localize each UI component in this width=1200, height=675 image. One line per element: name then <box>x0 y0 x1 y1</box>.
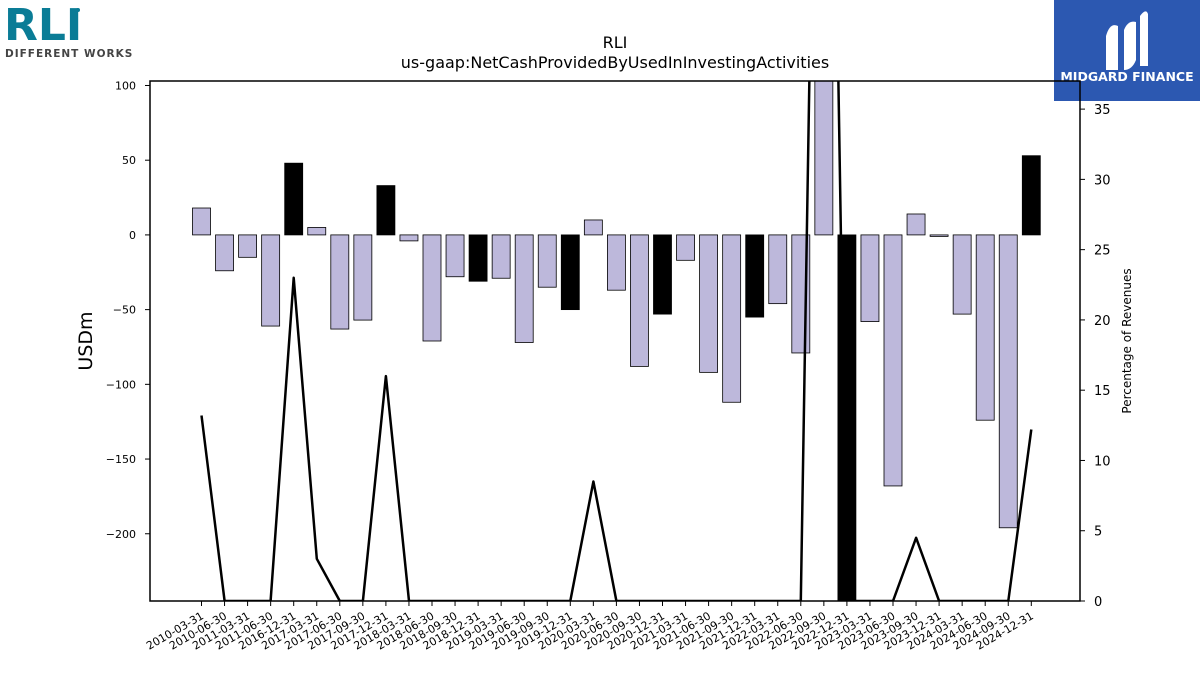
midgard-logo-graphic: MIDGARD FINANCE <box>1054 0 1200 101</box>
y2-tick-label: 25 <box>1094 244 1111 259</box>
y2-tick-label: 30 <box>1094 173 1111 188</box>
bar-2021-12-31 <box>745 234 765 318</box>
bar-2024-09-30 <box>998 234 1018 529</box>
bar-2010-03-31 <box>192 207 211 236</box>
bar-series <box>192 81 1041 601</box>
chart-title: RLI <box>603 33 628 52</box>
bar-2023-06-30 <box>883 234 903 487</box>
midgard-emblem-icon <box>1106 11 1148 70</box>
y-axis-label: USDm <box>75 311 97 370</box>
bar-2018-09-30 <box>445 234 465 278</box>
y-tick-label: −150 <box>106 453 136 466</box>
bar-2024-03-31 <box>952 234 972 315</box>
bar-2018-03-31 <box>399 234 419 242</box>
y-tick-label: −200 <box>106 528 136 541</box>
y-tick-label: 50 <box>122 154 136 167</box>
bar-2017-09-30 <box>353 234 373 321</box>
y2-tick-label: 10 <box>1094 454 1111 469</box>
y2-tick-label: 0 <box>1094 595 1102 610</box>
bar-2023-12-31 <box>929 234 949 237</box>
chart-subtitle: us-gaap:NetCashProvidedByUsedInInvesting… <box>401 53 829 72</box>
y-tick-label: 0 <box>129 229 136 242</box>
revenue-percentage-line <box>200 81 1033 601</box>
bar-2018-12-31 <box>468 234 488 282</box>
bar-2011-06-30 <box>261 234 281 327</box>
y2-axis-ticks: 0 5 10 15 20 25 30 35 <box>1080 103 1111 610</box>
bar-2020-06-30 <box>607 234 626 291</box>
bar-2019-06-30 <box>514 234 534 343</box>
bar-2019-03-31 <box>491 234 511 279</box>
plot-frame <box>149 80 1081 602</box>
bar-2017-12-31 <box>376 185 396 236</box>
y2-tick-label: 35 <box>1094 103 1111 118</box>
midgard-logo-text: MIDGARD FINANCE <box>1060 69 1193 84</box>
bar-2017-06-30 <box>330 234 350 330</box>
y-tick-label: −50 <box>113 304 136 317</box>
bar-2023-09-30 <box>906 213 926 236</box>
bar-2022-09-30 <box>814 81 834 236</box>
rli-logo-text: RLI <box>4 2 82 51</box>
bar-2023-03-31 <box>860 234 880 322</box>
bar-2019-09-30 <box>537 234 557 288</box>
line-series <box>200 81 1033 601</box>
y2-axis-label: Percentage of Revenues <box>1120 268 1134 413</box>
x-axis-ticks: 2010-03-312010-06-302011-03-312011-06-30… <box>144 601 1036 653</box>
bar-2016-12-31 <box>284 162 304 236</box>
bar-2017-03-31 <box>307 227 327 236</box>
bar-2020-03-31 <box>583 219 603 236</box>
y-axis-ticks: 100 50 0 −50 −100 −150 −200 <box>106 79 150 541</box>
rli-logo: RLI DIFFERENT WORKS <box>4 0 154 62</box>
midgard-finance-logo: MIDGARD FINANCE <box>1054 0 1200 101</box>
y2-tick-label: 20 <box>1094 314 1111 329</box>
bar-2019-12-31 <box>560 234 580 311</box>
y2-tick-label: 5 <box>1094 525 1102 540</box>
bar-2024-06-30 <box>975 234 995 421</box>
bar-2010-06-30 <box>215 234 234 272</box>
y-tick-label: −100 <box>106 378 136 391</box>
y2-tick-label: 15 <box>1094 384 1111 399</box>
bar-2024-12-31 <box>1021 155 1041 236</box>
bar-2020-12-31 <box>653 234 672 315</box>
rli-logo-graphic: RLI DIFFERENT WORKS <box>4 0 133 60</box>
rli-tagline: DIFFERENT WORKS <box>5 48 133 60</box>
bar-2021-09-30 <box>722 234 742 403</box>
bar-2018-06-30 <box>422 234 442 342</box>
bar-2020-09-30 <box>630 234 649 367</box>
bar-2011-03-31 <box>238 234 258 258</box>
bar-2021-03-31 <box>676 234 695 261</box>
y-tick-label: 100 <box>115 79 136 92</box>
bar-2022-03-31 <box>768 234 788 305</box>
bar-2021-06-30 <box>699 234 718 373</box>
registered-mark-icon <box>76 8 80 12</box>
